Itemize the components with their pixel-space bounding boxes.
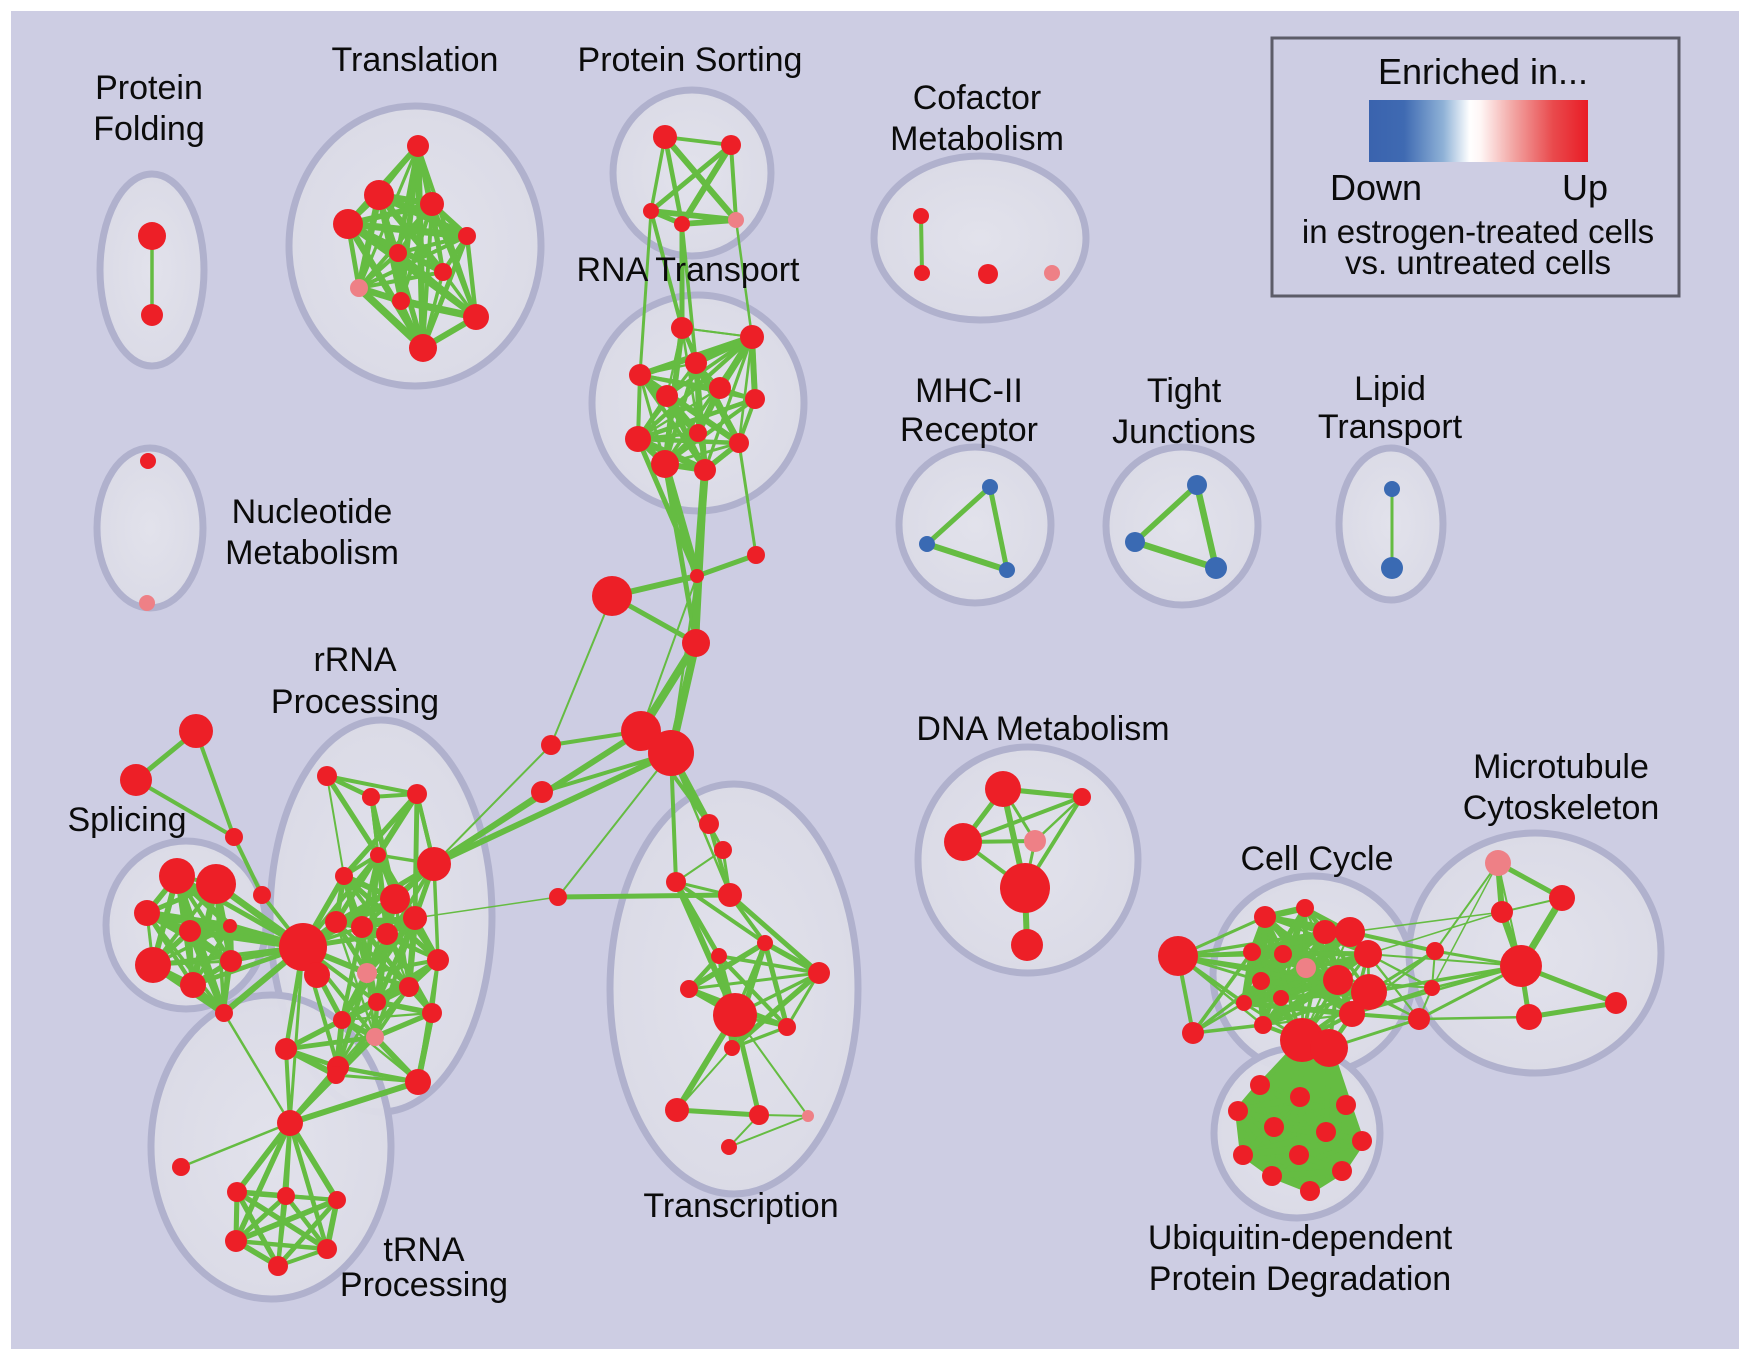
- svg-text:Cell Cycle: Cell Cycle: [1240, 840, 1393, 878]
- svg-text:Down: Down: [1330, 167, 1422, 208]
- svg-text:Cofactor: Cofactor: [913, 79, 1042, 117]
- svg-text:Tight: Tight: [1147, 372, 1222, 410]
- svg-text:Splicing: Splicing: [67, 801, 186, 839]
- svg-text:tRNA: tRNA: [383, 1231, 465, 1269]
- svg-text:Junctions: Junctions: [1112, 413, 1256, 451]
- svg-text:Protein: Protein: [95, 69, 203, 107]
- svg-text:Folding: Folding: [93, 110, 205, 148]
- svg-text:Ubiquitin-dependent: Ubiquitin-dependent: [1148, 1219, 1453, 1257]
- svg-text:rRNA: rRNA: [313, 641, 396, 679]
- svg-text:Microtubule: Microtubule: [1473, 748, 1649, 786]
- svg-text:Protein Sorting: Protein Sorting: [578, 41, 803, 79]
- svg-text:Nucleotide: Nucleotide: [232, 493, 393, 531]
- svg-text:Processing: Processing: [340, 1266, 508, 1304]
- svg-text:in estrogen-treated cells: in estrogen-treated cells: [1302, 213, 1654, 250]
- svg-text:Transport: Transport: [1318, 408, 1463, 446]
- svg-text:DNA Metabolism: DNA Metabolism: [916, 710, 1169, 748]
- svg-text:vs. untreated cells: vs. untreated cells: [1345, 244, 1611, 281]
- svg-text:Lipid: Lipid: [1354, 370, 1426, 408]
- svg-text:Translation: Translation: [332, 41, 499, 79]
- svg-text:Enriched in...: Enriched in...: [1378, 51, 1588, 92]
- svg-text:MHC-II: MHC-II: [915, 372, 1023, 410]
- svg-text:Cytoskeleton: Cytoskeleton: [1463, 789, 1660, 827]
- svg-text:Receptor: Receptor: [900, 411, 1038, 449]
- svg-text:Metabolism: Metabolism: [225, 534, 399, 572]
- svg-text:Metabolism: Metabolism: [890, 120, 1064, 158]
- svg-text:Up: Up: [1562, 167, 1608, 208]
- svg-text:Protein Degradation: Protein Degradation: [1149, 1260, 1451, 1298]
- svg-text:Transcription: Transcription: [643, 1187, 838, 1225]
- svg-text:Processing: Processing: [271, 683, 439, 721]
- svg-text:RNA Transport: RNA Transport: [577, 251, 801, 289]
